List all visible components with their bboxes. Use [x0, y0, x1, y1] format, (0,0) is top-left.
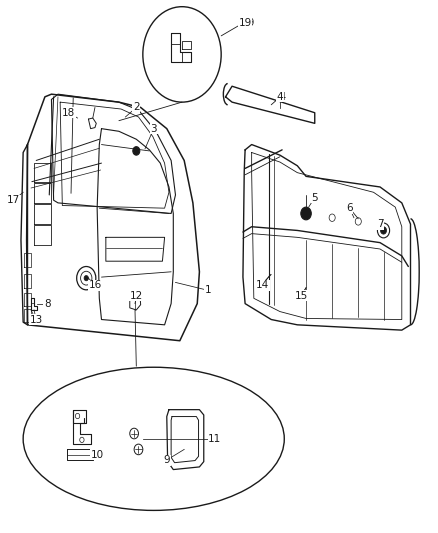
- Circle shape: [301, 207, 311, 220]
- Text: 2: 2: [133, 102, 140, 112]
- Circle shape: [133, 147, 140, 155]
- Text: 10: 10: [91, 450, 104, 460]
- Text: 15: 15: [295, 290, 308, 301]
- Circle shape: [381, 227, 387, 234]
- Text: 19: 19: [238, 18, 252, 28]
- Text: 16: 16: [88, 280, 102, 290]
- Text: 17: 17: [7, 195, 20, 205]
- Text: 8: 8: [44, 298, 50, 309]
- Text: 7: 7: [377, 219, 383, 229]
- Text: 4: 4: [277, 92, 283, 102]
- Text: 18: 18: [62, 108, 75, 118]
- Text: 12: 12: [130, 290, 143, 301]
- Text: 13: 13: [30, 314, 43, 325]
- Text: 5: 5: [311, 192, 318, 203]
- Text: 19: 19: [243, 18, 255, 28]
- Text: 3: 3: [150, 124, 157, 134]
- Text: 11: 11: [208, 434, 221, 444]
- Circle shape: [84, 276, 88, 281]
- Text: 4: 4: [280, 92, 286, 102]
- Text: 6: 6: [346, 203, 353, 213]
- Text: 14: 14: [256, 280, 269, 290]
- Text: 9: 9: [163, 455, 170, 465]
- Text: 1: 1: [205, 285, 212, 295]
